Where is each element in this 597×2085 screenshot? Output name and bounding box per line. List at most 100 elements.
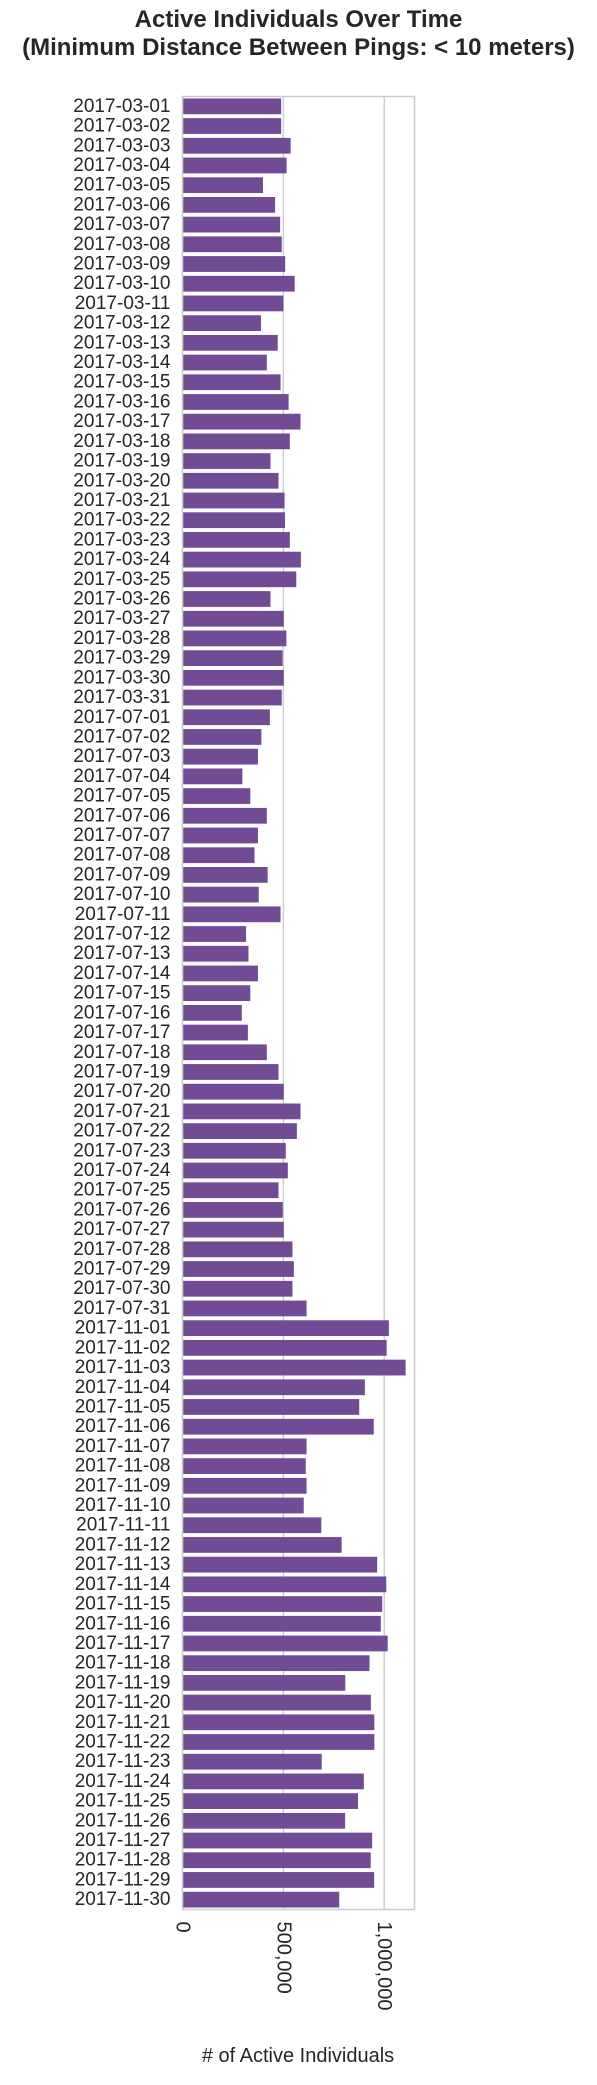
- bar-2017-07-31: [182, 1300, 307, 1317]
- bar-2017-03-23: [182, 532, 290, 548]
- bar-2017-03-29: [182, 650, 283, 667]
- y-tick-label-2017-03-24: 2017-03-24: [73, 549, 171, 570]
- bar-2017-07-16: [182, 1004, 242, 1021]
- bar-2017-03-01: [182, 98, 282, 115]
- bar-2017-07-07: [182, 827, 258, 844]
- bar-2017-11-25: [182, 1793, 359, 1809]
- y-tick-label-2017-07-05: 2017-07-05: [73, 786, 170, 807]
- y-tick-label-2017-07-22: 2017-07-22: [73, 1121, 170, 1142]
- bar-2017-11-04: [182, 1379, 365, 1396]
- bar-2017-03-19: [182, 453, 271, 469]
- bar-2017-03-13: [182, 334, 278, 351]
- bars: [182, 98, 406, 1908]
- y-tick-label-2017-11-21: 2017-11-21: [75, 1712, 171, 1733]
- y-tick-label-2017-11-02: 2017-11-02: [75, 1337, 171, 1358]
- bar-2017-11-05: [182, 1399, 360, 1415]
- bar-2017-11-17: [182, 1635, 388, 1652]
- y-tick-label-2017-07-01: 2017-07-01: [73, 707, 170, 728]
- y-tick-label-2017-07-23: 2017-07-23: [73, 1140, 170, 1161]
- bar-2017-03-14: [182, 354, 267, 371]
- bar-2017-03-02: [182, 118, 282, 134]
- y-tick-label-2017-03-29: 2017-03-29: [73, 648, 170, 669]
- y-tick-label-2017-03-09: 2017-03-09: [73, 254, 170, 275]
- y-tick-label-2017-07-08: 2017-07-08: [73, 845, 170, 866]
- bar-2017-07-11: [182, 906, 281, 923]
- bar-2017-07-04: [182, 768, 243, 785]
- bar-2017-03-07: [182, 216, 281, 233]
- bar-2017-11-15: [182, 1596, 383, 1612]
- y-tick-label-2017-03-10: 2017-03-10: [73, 273, 170, 294]
- chart-title: Active Individuals Over Time (Minimum Di…: [0, 6, 597, 62]
- bar-2017-03-17: [182, 413, 301, 430]
- y-tick-label-2017-03-14: 2017-03-14: [73, 352, 171, 373]
- y-tick-label-2017-03-01: 2017-03-01: [73, 96, 170, 117]
- bar-2017-07-06: [182, 807, 267, 824]
- y-tick-label-2017-03-18: 2017-03-18: [73, 431, 170, 452]
- y-tick-label-2017-11-26: 2017-11-26: [75, 1810, 171, 1831]
- bar-2017-07-29: [182, 1261, 294, 1277]
- y-tick-label-2017-11-17: 2017-11-17: [75, 1633, 171, 1654]
- bar-2017-03-16: [182, 394, 289, 410]
- y-tick-label-2017-11-22: 2017-11-22: [75, 1731, 171, 1752]
- bar-2017-03-21: [182, 492, 285, 509]
- bar-2017-11-24: [182, 1773, 364, 1790]
- y-tick-label-2017-07-14: 2017-07-14: [73, 963, 171, 984]
- bar-2017-07-24: [182, 1162, 288, 1179]
- bar-2017-07-23: [182, 1142, 286, 1159]
- y-tick-label-2017-11-27: 2017-11-27: [75, 1830, 171, 1851]
- chart-title-line-2: (Minimum Distance Between Pings: < 10 me…: [22, 34, 575, 61]
- y-tick-label-2017-11-01: 2017-11-01: [75, 1318, 171, 1339]
- y-tick-label-2017-03-25: 2017-03-25: [73, 569, 170, 590]
- bar-2017-11-09: [182, 1477, 307, 1494]
- y-tick-label-2017-11-10: 2017-11-10: [75, 1495, 171, 1516]
- bar-2017-11-08: [182, 1458, 306, 1474]
- chart-title-line-1: Active Individuals Over Time: [134, 6, 463, 33]
- bar-2017-11-22: [182, 1734, 375, 1750]
- y-tick-label-2017-11-11: 2017-11-11: [76, 1515, 170, 1536]
- bar-2017-07-30: [182, 1280, 293, 1297]
- y-tick-label-2017-11-25: 2017-11-25: [75, 1791, 171, 1812]
- bar-2017-11-03: [182, 1359, 406, 1376]
- y-tick-label-2017-03-27: 2017-03-27: [73, 608, 170, 629]
- bar-2017-11-06: [182, 1418, 374, 1435]
- y-tick-label-2017-11-09: 2017-11-09: [75, 1475, 171, 1496]
- bar-2017-07-21: [182, 1103, 301, 1120]
- y-tick-label-2017-07-31: 2017-07-31: [73, 1298, 170, 1319]
- x-tick-label-2: 1,000,000: [373, 1922, 395, 2011]
- bar-2017-03-03: [182, 137, 291, 154]
- bar-2017-03-20: [182, 472, 279, 489]
- bar-2017-03-09: [182, 256, 286, 272]
- bar-2017-11-29: [182, 1872, 375, 1888]
- y-tick-label-2017-03-16: 2017-03-16: [73, 391, 170, 412]
- y-tick-label-2017-03-05: 2017-03-05: [73, 175, 170, 196]
- bar-2017-07-18: [182, 1044, 267, 1061]
- y-tick-label-2017-03-26: 2017-03-26: [73, 589, 170, 610]
- bar-2017-07-01: [182, 709, 270, 726]
- bar-2017-11-21: [182, 1714, 375, 1731]
- bar-2017-07-12: [182, 926, 247, 942]
- bar-2017-03-05: [182, 177, 263, 194]
- y-tick-label-2017-07-24: 2017-07-24: [73, 1160, 171, 1181]
- y-tick-label-2017-07-17: 2017-07-17: [73, 1022, 170, 1043]
- y-tick-label-2017-11-03: 2017-11-03: [75, 1357, 171, 1378]
- y-tick-label-2017-03-06: 2017-03-06: [73, 194, 170, 215]
- y-tick-label-2017-07-19: 2017-07-19: [73, 1061, 170, 1082]
- bar-2017-07-14: [182, 965, 258, 982]
- bar-2017-07-17: [182, 1024, 248, 1041]
- y-tick-label-2017-03-23: 2017-03-23: [73, 529, 170, 550]
- y-tick-label-2017-03-19: 2017-03-19: [73, 451, 170, 472]
- bar-2017-07-28: [182, 1241, 293, 1258]
- y-tick-label-2017-07-29: 2017-07-29: [73, 1259, 170, 1280]
- bar-2017-03-10: [182, 275, 295, 292]
- y-tick-label-2017-07-13: 2017-07-13: [73, 943, 170, 964]
- y-tick-label-2017-11-04: 2017-11-04: [75, 1377, 171, 1398]
- bar-2017-11-13: [182, 1556, 378, 1573]
- y-tick-label-2017-11-13: 2017-11-13: [75, 1554, 171, 1575]
- y-tick-label-2017-03-15: 2017-03-15: [73, 372, 170, 393]
- y-tick-label-2017-07-04: 2017-07-04: [73, 766, 171, 787]
- bar-2017-03-12: [182, 315, 261, 332]
- bar-2017-03-27: [182, 610, 284, 627]
- y-tick-label-2017-03-11: 2017-03-11: [75, 293, 171, 314]
- y-tick-label-2017-11-08: 2017-11-08: [75, 1456, 171, 1477]
- y-tick-label-2017-03-12: 2017-03-12: [73, 313, 170, 334]
